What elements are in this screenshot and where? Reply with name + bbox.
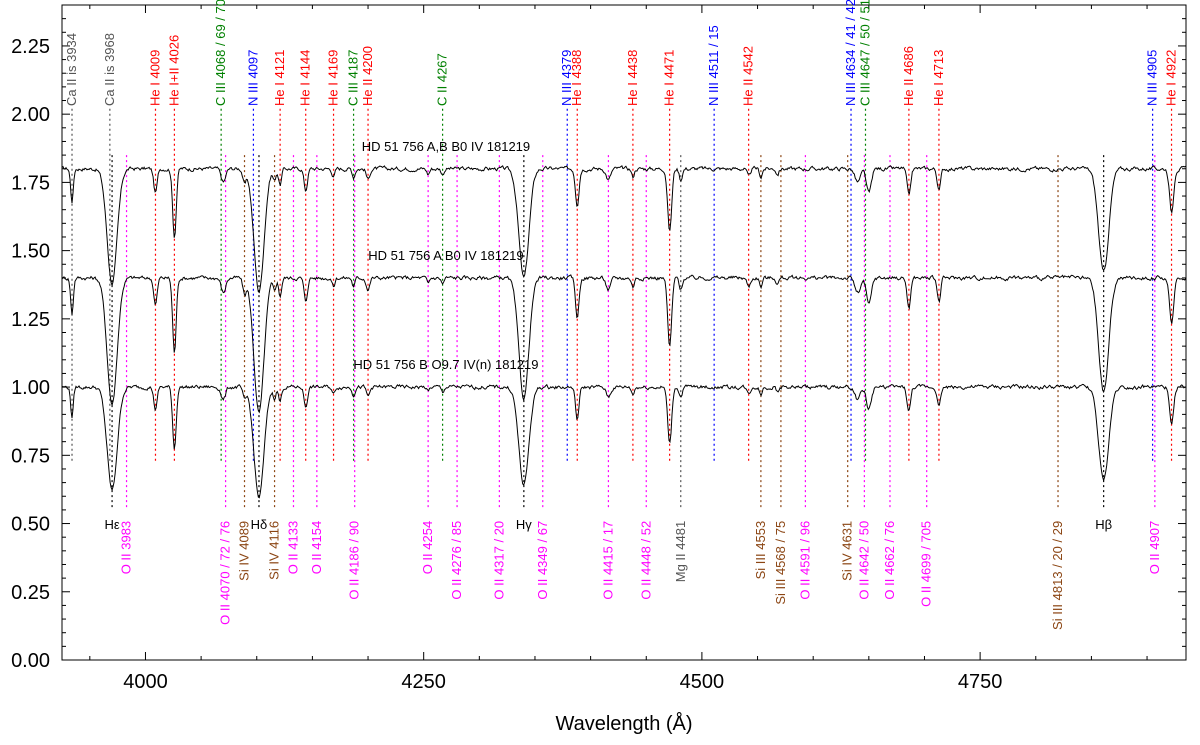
y-tick-label: 1.25 (11, 309, 50, 331)
bottom-line-label: O II 4070 / 72 / 76 (218, 521, 233, 625)
y-tick-label: 2.00 (11, 104, 50, 126)
top-line-label: C II 4267 (435, 53, 450, 106)
y-tick-label: 0.25 (11, 582, 50, 604)
bottom-line-label: Hγ (516, 517, 532, 532)
top-line-label: He I 4471 (662, 50, 677, 106)
bottom-line-label: O II 4591 / 96 (797, 521, 812, 600)
bottom-line-label: O II 4317 / 20 (491, 521, 506, 600)
marker-lines (71, 108, 1173, 508)
bottom-line-label: O II 4254 (420, 521, 435, 574)
bottom-line-label: Si III 4568 / 75 (773, 521, 788, 605)
bottom-line-label: Hε (104, 517, 119, 532)
annotations-group: Ca II is 3934 Ca II is 3968 He I 4009 He I+… (64, 0, 1179, 630)
top-line-label: He II 4200 (360, 46, 375, 106)
bottom-line-label: O II 4662 / 76 (882, 521, 897, 600)
x-tick-label: 4250 (401, 671, 446, 693)
y-tick-label: 1.50 (11, 241, 50, 263)
bottom-line-label: Si IV 4116 (267, 521, 282, 580)
spectrum-line (61, 383, 1186, 499)
bottom-line-label: Hβ (1095, 517, 1112, 532)
y-tick-label: 1.75 (11, 172, 50, 194)
top-line-label: N III 4097 (245, 50, 260, 106)
bottom-line-label: O II 4907 (1147, 521, 1162, 574)
bottom-line-label: Mg II 4481 (673, 521, 688, 582)
bottom-line-label: O II 4276 / 85 (449, 521, 464, 600)
bottom-line-label: Hδ (251, 517, 268, 532)
top-line-label: He I 4438 (625, 50, 640, 106)
spectrum-line (61, 274, 1187, 414)
top-line-label: He II 4686 (901, 46, 916, 106)
top-line-label: N III 4511 / 15 (706, 25, 721, 106)
series-label: HD 51 756 A B0 IV 181219 (368, 248, 523, 263)
top-line-label: C III 4068 / 69 / 70 (213, 0, 228, 106)
x-axis-title: Wavelength (Å) (555, 712, 692, 735)
y-tick-label: 0.50 (11, 514, 50, 536)
bottom-line-label: O II 4154 (309, 521, 324, 574)
bottom-line-label: Si IV 4631 (840, 521, 855, 581)
top-line-label: N III 4379 (559, 50, 574, 106)
top-line-label: C III 4647 / 50 / 51 (857, 0, 872, 106)
bottom-line-label: O II 4699 / 705 (919, 521, 934, 607)
y-tick-label: 0.75 (11, 445, 50, 467)
x-tick-label: 4750 (958, 671, 1003, 693)
spectrum-line (61, 165, 1187, 294)
y-tick-label: 1.00 (11, 377, 50, 399)
bottom-line-label: Si III 4813 / 20 / 29 (1050, 521, 1065, 630)
top-line-label: He I+II 4026 (166, 35, 181, 106)
top-line-label: He I 4121 (272, 50, 287, 106)
top-line-label: He II 4542 (741, 46, 756, 106)
y-tick-label: 0.00 (11, 650, 50, 672)
bottom-line-label: O II 4448 / 52 (638, 521, 653, 600)
series-label: HD 51 756 B O9.7 IV(n) 181219 (353, 357, 538, 372)
bottom-line-label: Si IV 4089 (237, 521, 252, 581)
top-line-label: C III 4187 (346, 50, 361, 106)
top-line-label: Ca II is 3934 (64, 33, 79, 106)
y-tick-label: 2.25 (11, 36, 50, 58)
top-line-label: He I 4169 (326, 50, 341, 106)
axes-group: 0.00 0.25 0.50 0.75 1.00 1.25 1.50 1.75 2.00 2.25… (11, 4, 1186, 693)
top-line-label: He I 4922 (1164, 50, 1179, 106)
bottom-line-label: O II 4642 / 50 (856, 521, 871, 600)
series-label: HD 51 756 A,B B0 IV 181219 (362, 139, 530, 154)
bottom-line-label: O II 4133 (285, 521, 300, 574)
bottom-line-label: O II 4349 / 67 (535, 521, 550, 600)
top-line-label: He I 4009 (147, 50, 162, 106)
top-line-label: N III 4905 (1145, 50, 1160, 106)
top-line-label: He I 4713 (931, 50, 946, 106)
top-line-label: N III 4634 / 41 / 42 (843, 0, 858, 106)
top-line-label: He I 4388 (569, 50, 584, 106)
spectra-group: HD 51 756 A,B B0 IV 181219 HD 51 756 A B0… (61, 139, 1187, 499)
bottom-line-label: Si III 4553 (753, 521, 768, 580)
bottom-line-label: O II 3983 (119, 521, 134, 574)
x-tick-label: 4500 (680, 671, 725, 693)
x-tick-label: 4000 (123, 671, 168, 693)
bottom-line-label: O II 4415 / 17 (600, 521, 615, 600)
top-line-label: Ca II is 3968 (102, 33, 117, 106)
top-line-label: He I 4144 (298, 50, 313, 106)
bottom-line-label: O II 4186 / 90 (347, 521, 362, 600)
